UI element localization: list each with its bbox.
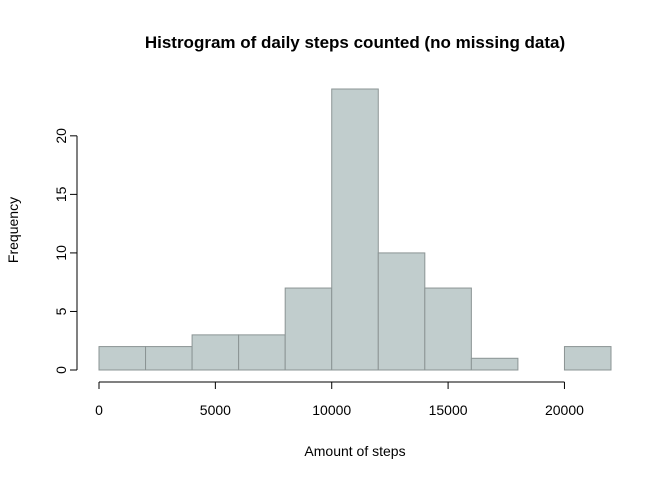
x-tick-label: 0 (95, 402, 103, 418)
histogram-bar-3 (238, 334, 286, 371)
y-tick-label: 10 (53, 245, 69, 261)
histogram-bar-0 (98, 346, 147, 371)
histogram-bar-4 (284, 287, 333, 371)
x-tick-label: 5000 (200, 402, 231, 418)
histogram-bar-1 (145, 346, 193, 371)
bars-group (98, 88, 612, 371)
x-axis-label: Amount of steps (304, 443, 405, 459)
histogram-bar-6 (377, 252, 426, 371)
histogram-bar-2 (191, 334, 240, 371)
y-tick-label: 0 (53, 366, 69, 374)
x-axis: 0 5000 10000 15000 20000 (95, 381, 584, 418)
y-tick-label: 15 (53, 186, 69, 202)
histogram-bar-10 (563, 346, 612, 371)
x-tick-label: 20000 (545, 402, 584, 418)
histogram-bar-8 (470, 357, 519, 371)
y-axis: 0 5 10 15 20 (53, 128, 78, 374)
histogram-bar-7 (424, 287, 472, 371)
y-tick-label: 5 (53, 307, 69, 315)
x-tick-label: 15000 (429, 402, 468, 418)
x-tick-label: 10000 (312, 402, 351, 418)
chart-title: Histrogram of daily steps counted (no mi… (145, 33, 565, 52)
y-axis-label: Frequency (5, 197, 21, 263)
y-tick-label: 20 (53, 128, 69, 144)
histogram-bar-5 (331, 88, 379, 371)
